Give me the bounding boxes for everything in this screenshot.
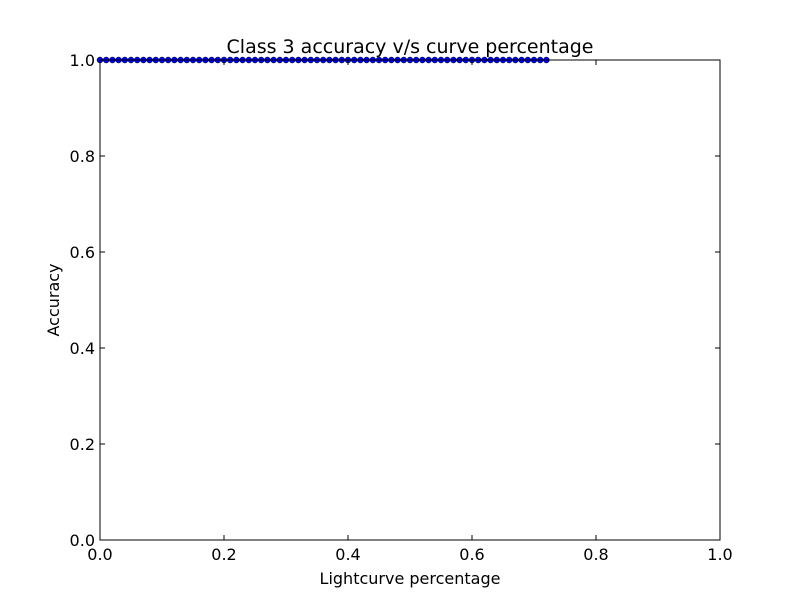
y-tick-label: 1.0 (70, 51, 95, 70)
chart-title: Class 3 accuracy v/s curve percentage (227, 36, 594, 58)
y-axis: 0.0 0.2 0.4 0.6 0.8 1.0 (70, 51, 720, 550)
plot-frame (99, 59, 721, 541)
y-tick-label: 0.8 (70, 147, 95, 166)
x-tick-label: 1.0 (707, 545, 732, 564)
x-tick-label: 0.6 (459, 545, 484, 564)
y-axis-label: Accuracy (44, 263, 63, 336)
y-tick-label: 0.6 (70, 243, 95, 262)
x-axis-label: Lightcurve percentage (320, 569, 501, 588)
x-tick-label: 0.0 (87, 545, 112, 564)
x-tick-label: 0.8 (583, 545, 608, 564)
x-tick-label: 0.2 (211, 545, 236, 564)
y-tick-label: 0.0 (70, 531, 95, 550)
y-tick-label: 0.2 (70, 435, 95, 454)
y-tick-label: 0.4 (70, 339, 95, 358)
x-axis: 0.0 0.2 0.4 0.6 0.8 1.0 (87, 60, 733, 564)
x-tick-label: 0.4 (335, 545, 360, 564)
